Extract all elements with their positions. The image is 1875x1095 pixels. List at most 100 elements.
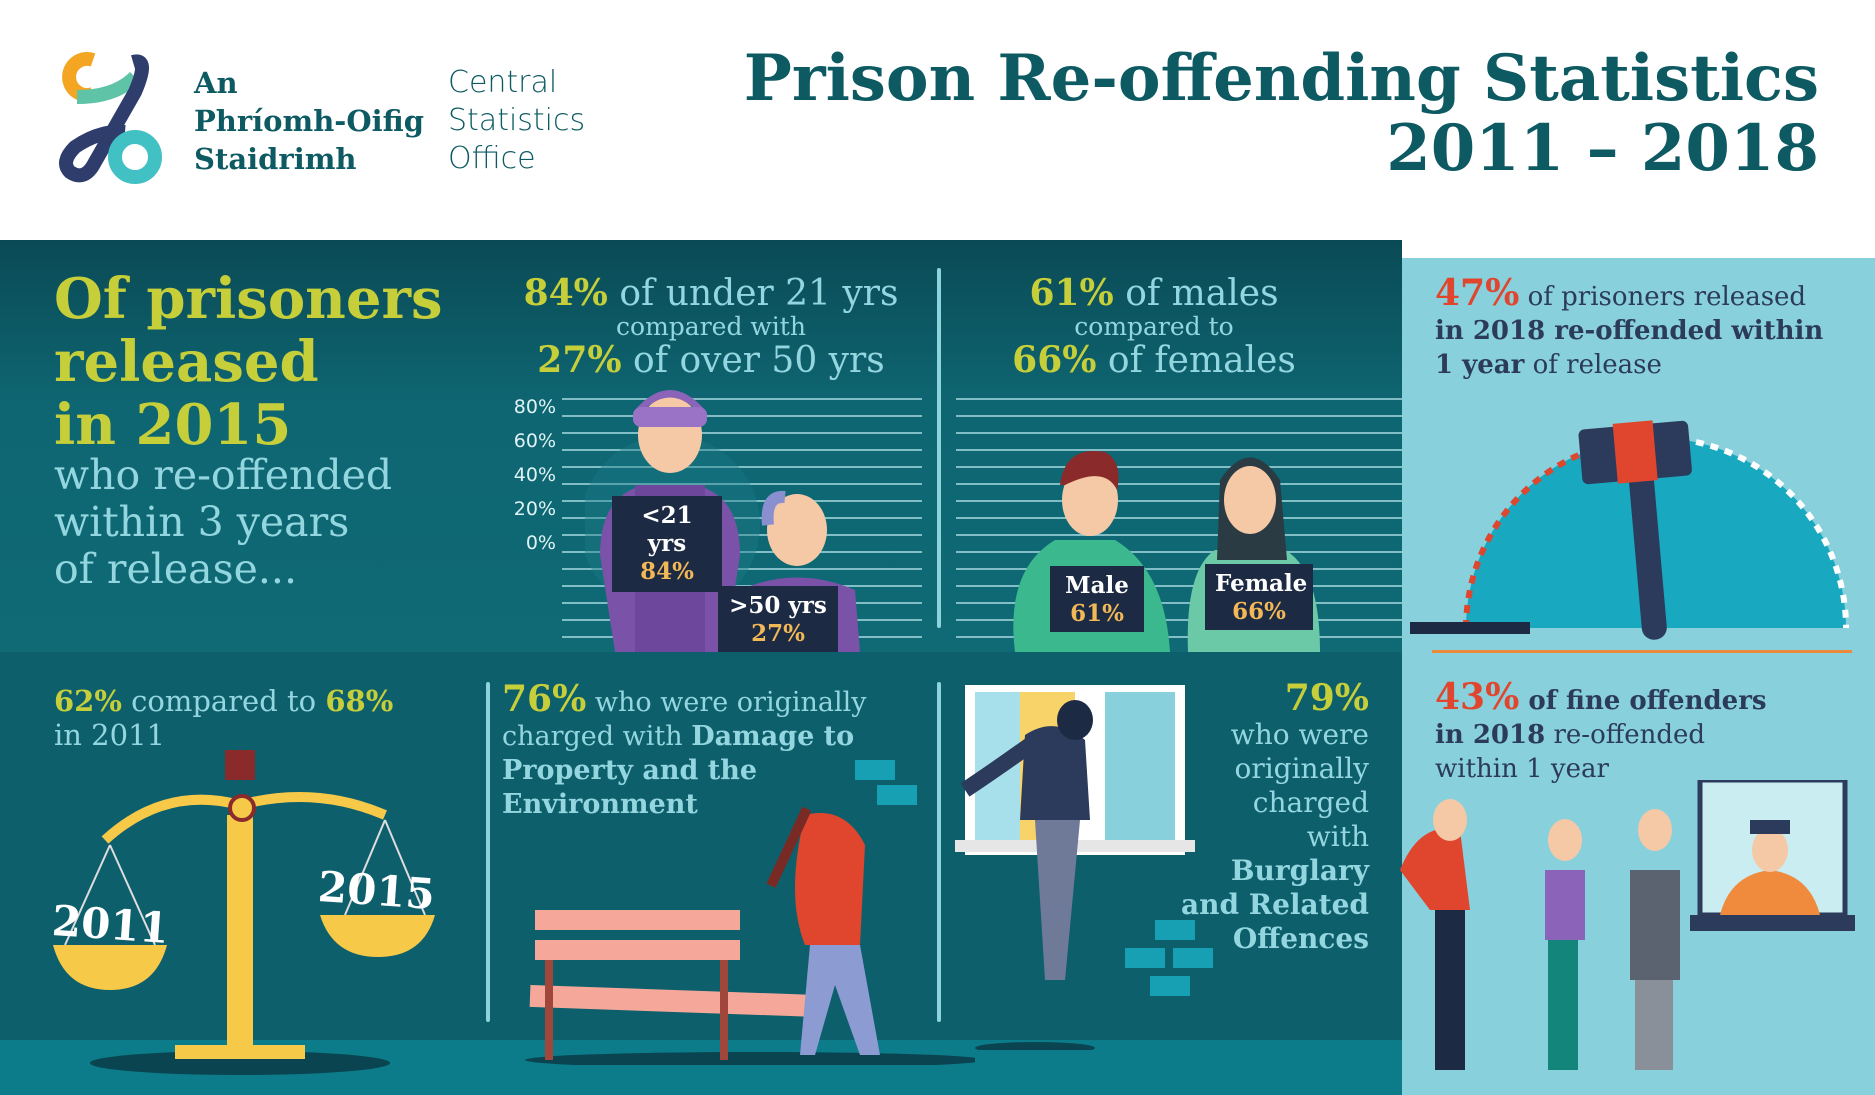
gavel-gauge-illustration — [1410, 420, 1850, 640]
sign-label: Female — [1215, 570, 1308, 597]
text: in 2018 re-offended within — [1435, 316, 1824, 346]
grid-line — [956, 636, 1402, 638]
pct-under21: 84% — [523, 272, 608, 314]
text: Damage to — [691, 721, 855, 752]
grid-line — [562, 466, 922, 468]
grid-line — [562, 500, 922, 502]
compared-text: compared with — [616, 312, 806, 341]
text: who were originally — [586, 687, 867, 718]
text: re-offended — [1545, 720, 1705, 750]
text: in 2018 — [1435, 720, 1546, 750]
scales-of-justice-illustration — [53, 750, 435, 1075]
pct-female: 66% — [1012, 339, 1097, 381]
pct-2011: 68% — [325, 684, 394, 718]
grid-line — [956, 500, 1402, 502]
grid-line — [562, 551, 922, 553]
grid-line — [956, 449, 1402, 451]
y-tick: 40% — [513, 464, 556, 486]
text: Burglary — [1230, 854, 1369, 887]
headline-line: released — [54, 329, 319, 395]
logo-line: Statistics — [448, 103, 586, 138]
text: Offences — [1232, 922, 1369, 955]
logo-irish-name: An Phríomh-Oifig Staidrimh — [194, 64, 424, 178]
text: of under 21 yrs — [607, 273, 899, 314]
y-tick: 20% — [513, 498, 556, 520]
sign-label: Male — [1065, 572, 1129, 599]
sign-label: >50 yrs — [729, 592, 827, 619]
subline-line: within 3 years — [54, 498, 350, 546]
sign-label: <21 yrs — [641, 502, 693, 557]
orange-divider — [1432, 650, 1852, 653]
grid-line — [956, 432, 1402, 434]
trend-stat: 62% compared to 68% in 2011 — [54, 684, 393, 752]
text: who were — [1230, 718, 1369, 751]
grid-line — [956, 466, 1402, 468]
scale-label-2015: 2015 — [316, 861, 437, 920]
y-tick: 80% — [513, 396, 556, 418]
fine-offenders-queue-illustration — [1400, 780, 1855, 1070]
pct-male: 61% — [1029, 272, 1114, 314]
damage-stat: 76% who were originally charged with Dam… — [502, 681, 867, 822]
text: of fine offenders — [1519, 686, 1767, 716]
sign-over50: >50 yrs 27% — [718, 586, 838, 652]
grid-line — [956, 398, 1402, 400]
gender-stat: 61% of males compared to 66% of females — [934, 274, 1374, 380]
text: charged with — [502, 721, 692, 752]
text: charged — [1252, 786, 1369, 819]
grid-line — [562, 449, 922, 451]
text: originally — [1234, 752, 1369, 785]
title-line: 2011 – 2018 — [1386, 111, 1819, 186]
text: with — [1306, 820, 1369, 853]
grid-line — [562, 534, 922, 536]
pct: 47% — [1435, 272, 1520, 314]
intro-subline: who re-offended within 3 years of releas… — [54, 452, 392, 593]
grid-line — [562, 517, 922, 519]
burglary-stat: 79% who were originally charged with Bur… — [1181, 678, 1369, 956]
grid-line — [956, 619, 1402, 621]
text: Property and the — [502, 755, 758, 786]
grid-line — [562, 415, 922, 417]
released-2018-stat: 47% of prisoners released in 2018 re-off… — [1435, 275, 1824, 382]
vandal-bench-illustration — [525, 760, 975, 1065]
text: and Related — [1180, 888, 1369, 921]
text: in 2011 — [54, 718, 165, 752]
headline-line: Of prisoners — [54, 266, 443, 332]
sign-male: Male 61% — [1050, 566, 1144, 632]
divider — [937, 682, 941, 1022]
grid-line — [956, 483, 1402, 485]
header: An Phríomh-Oifig Staidrimh Central Stati… — [0, 0, 1875, 240]
text: compared to — [121, 684, 326, 718]
fine-offenders-stat: 43% of fine offenders in 2018 re-offende… — [1435, 679, 1767, 786]
pct: 76% — [502, 678, 587, 720]
headline-line: in 2015 — [54, 392, 292, 458]
pct: 79% — [1284, 677, 1369, 719]
age-stat: 84% of under 21 yrs compared with 27% of… — [491, 274, 931, 380]
subline-line: who re-offended — [54, 451, 393, 499]
y-tick: 60% — [513, 430, 556, 452]
grid-line — [956, 517, 1402, 519]
sign-value: 61% — [1070, 600, 1124, 627]
grid-line — [956, 585, 1402, 587]
scale-label-2011: 2011 — [50, 895, 171, 954]
pct-2015: 62% — [54, 684, 122, 718]
burglar-window-illustration — [955, 685, 1213, 1050]
sign-value: 84% — [640, 558, 694, 585]
grid-line — [562, 398, 922, 400]
logo-english-name: Central Statistics Office — [448, 64, 585, 178]
grid-line — [562, 568, 922, 570]
sign-value: 66% — [1232, 598, 1286, 625]
divider — [937, 268, 941, 628]
lineup-grid-gender — [956, 398, 1402, 652]
grid-line — [956, 568, 1402, 570]
grid-line — [562, 483, 922, 485]
text: of males — [1113, 273, 1279, 314]
logo-line: An — [194, 66, 238, 100]
y-tick: 0% — [525, 532, 556, 554]
text: of prisoners released — [1519, 282, 1807, 312]
title-line: Prison Re-offending Statistics — [743, 41, 1819, 116]
compared-text: compared to — [1074, 312, 1234, 341]
sign-female: Female 66% — [1205, 564, 1313, 630]
pct: 43% — [1435, 676, 1520, 718]
page-title: Prison Re-offending Statistics 2011 – 20… — [744, 44, 1819, 184]
sign-value: 27% — [751, 620, 805, 647]
